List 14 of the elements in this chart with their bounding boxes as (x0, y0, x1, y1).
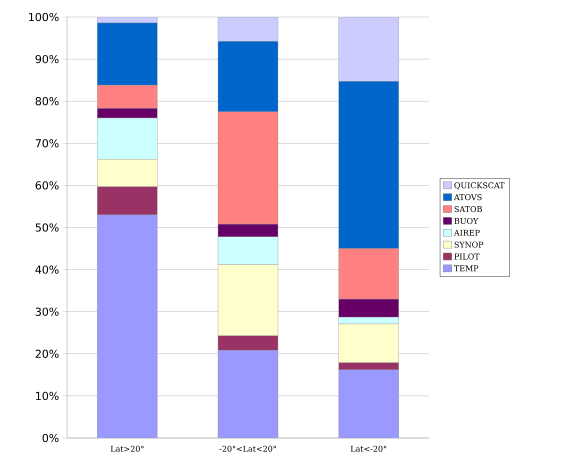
y-tick-label: 100% (29, 12, 59, 22)
y-tick-label: 60% (36, 181, 59, 190)
y-tick-label: 30% (36, 308, 59, 316)
y-tick-label: 40% (35, 265, 59, 274)
bar (97, 214, 158, 438)
y-tick-label: 50% (36, 223, 59, 232)
bar (338, 370, 399, 438)
y-tick-label: 10% (36, 392, 59, 400)
y-tick-label: 0% (42, 434, 59, 442)
y-tick-label: 70% (36, 139, 59, 148)
bar (218, 350, 278, 438)
y-tick-label: 80% (36, 97, 59, 106)
y-tick-label: 20% (36, 350, 59, 358)
y-tick-label: 90% (36, 54, 59, 64)
